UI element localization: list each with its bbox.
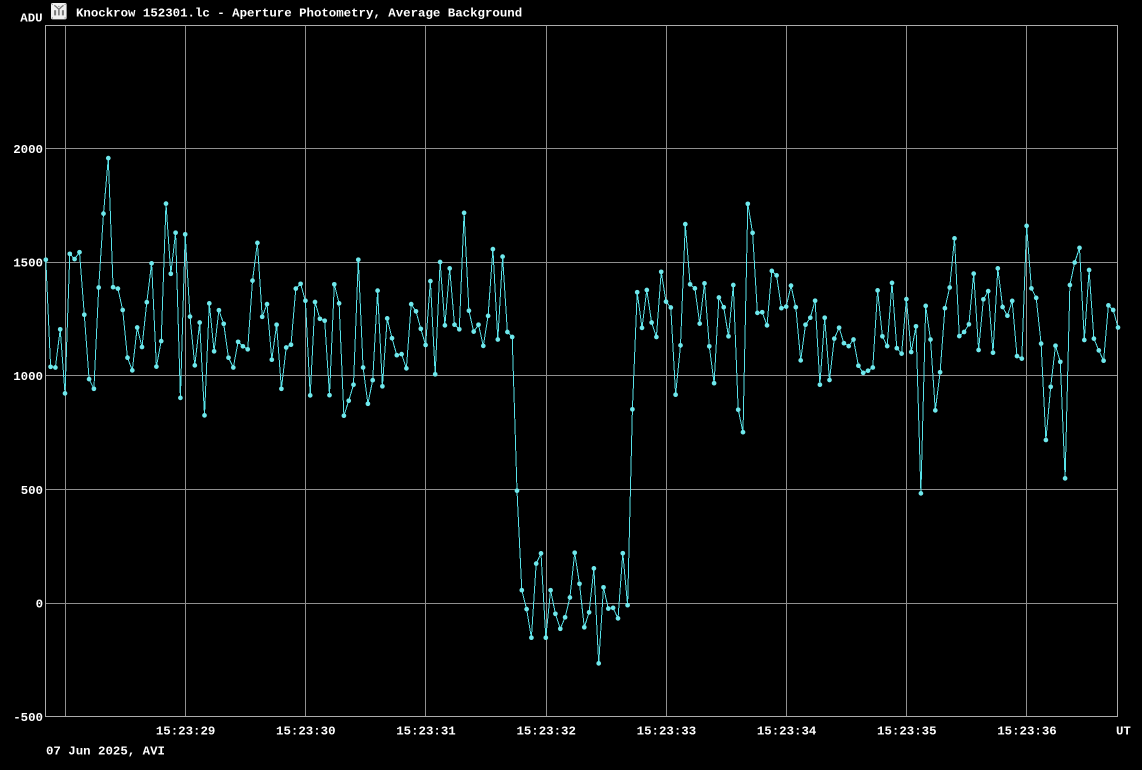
svg-text:Knockrow 152301.lc - Aperture: Knockrow 152301.lc - Aperture Photometry… bbox=[76, 7, 522, 21]
svg-text:1000: 1000 bbox=[13, 370, 43, 384]
svg-text:07 Jun 2025, AVI: 07 Jun 2025, AVI bbox=[46, 745, 165, 759]
svg-text:UT: UT bbox=[1116, 725, 1131, 739]
svg-text:15:23:30: 15:23:30 bbox=[276, 725, 336, 739]
svg-text:0: 0 bbox=[36, 598, 43, 612]
svg-text:1500: 1500 bbox=[13, 257, 43, 271]
svg-text:15:23:31: 15:23:31 bbox=[396, 725, 456, 739]
svg-text:-500: -500 bbox=[13, 711, 43, 725]
svg-text:15:23:34: 15:23:34 bbox=[757, 725, 817, 739]
svg-text:15:23:32: 15:23:32 bbox=[516, 725, 576, 739]
svg-text:2000: 2000 bbox=[13, 143, 43, 157]
svg-text:15:23:33: 15:23:33 bbox=[637, 725, 697, 739]
svg-text:15:23:29: 15:23:29 bbox=[156, 725, 216, 739]
svg-text:15:23:36: 15:23:36 bbox=[997, 725, 1057, 739]
svg-text:15:23:35: 15:23:35 bbox=[877, 725, 937, 739]
svg-text:500: 500 bbox=[21, 484, 43, 498]
svg-text:ADU: ADU bbox=[20, 12, 42, 26]
